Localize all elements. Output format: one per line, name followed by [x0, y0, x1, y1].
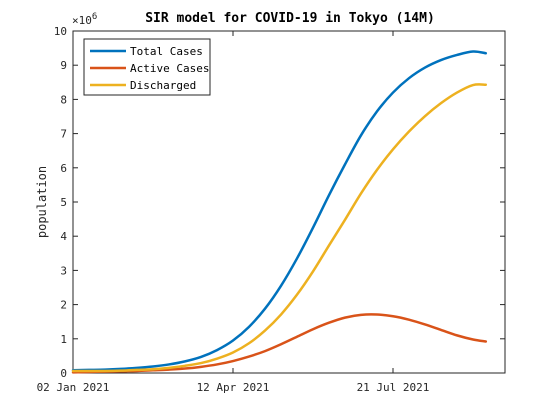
series-line-discharged [71, 83, 488, 373]
legend-label: Active Cases [130, 62, 209, 75]
legend: Total Cases Active Cases Discharged [83, 38, 211, 96]
legend-label: Total Cases [130, 45, 203, 58]
plot-area: 0 1 2 3 4 5 6 7 8 9 10 02 Jan 2021 12 Apr 2021 21 Jul… [37, 25, 506, 394]
y-tick-label: 0 [60, 367, 67, 380]
y-exponent-label: ×106 [72, 12, 97, 27]
y-tick-label: 5 [60, 196, 67, 209]
x-tick-label: 12 Apr 2021 [197, 381, 270, 394]
y-tick-label: 6 [60, 162, 67, 175]
y-tick-label: 4 [60, 230, 67, 243]
chart-title: SIR model for COVID-19 in Tokyo (14M) [145, 11, 435, 26]
y-axis-label: population [35, 166, 49, 238]
legend-label: Discharged [130, 79, 196, 92]
y-exponent-prefix: ×10 [72, 14, 92, 27]
y-tick-label: 3 [60, 264, 67, 277]
y-tick-label: 1 [60, 333, 67, 346]
y-tick-label: 8 [60, 93, 67, 106]
y-tick-label: 10 [54, 25, 67, 38]
series-line-total-cases [71, 50, 488, 372]
y-tick-label: 7 [60, 128, 67, 141]
series-line-active-cases [71, 313, 488, 374]
y-tick-label: 2 [60, 299, 67, 312]
y-exponent-power: 6 [92, 12, 97, 22]
x-tick-label: 21 Jul 2021 [357, 381, 430, 394]
y-tick-label: 9 [60, 59, 67, 72]
x-tick-label: 02 Jan 2021 [37, 381, 110, 394]
